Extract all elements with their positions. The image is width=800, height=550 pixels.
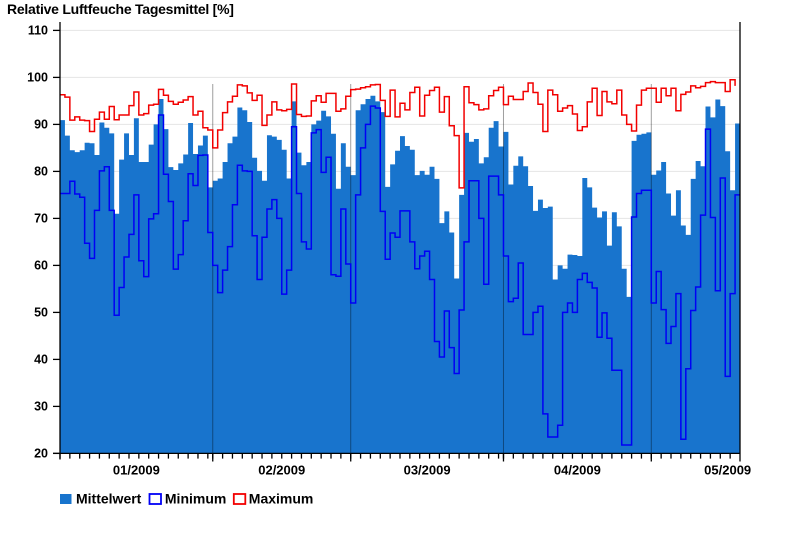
svg-text:03/2009: 03/2009: [404, 462, 451, 477]
svg-text:110: 110: [28, 24, 48, 38]
svg-text:100: 100: [27, 71, 48, 85]
svg-text:50: 50: [34, 306, 48, 320]
svg-text:04/2009: 04/2009: [554, 462, 601, 477]
svg-text:70: 70: [34, 212, 48, 226]
svg-text:01/2009: 01/2009: [113, 462, 160, 477]
svg-text:Minimum: Minimum: [165, 491, 226, 507]
svg-text:90: 90: [34, 118, 48, 132]
svg-text:80: 80: [34, 165, 48, 179]
svg-text:Relative Luftfeuche Tagesmitte: Relative Luftfeuche Tagesmittel [%]: [7, 1, 234, 17]
svg-text:60: 60: [34, 259, 48, 273]
svg-text:20: 20: [34, 447, 48, 461]
svg-text:Maximum: Maximum: [249, 491, 314, 507]
svg-text:02/2009: 02/2009: [258, 462, 305, 477]
svg-text:30: 30: [34, 400, 48, 414]
svg-text:05/2009: 05/2009: [704, 462, 751, 477]
svg-text:40: 40: [34, 353, 48, 367]
svg-text:Mittelwert: Mittelwert: [76, 491, 142, 507]
